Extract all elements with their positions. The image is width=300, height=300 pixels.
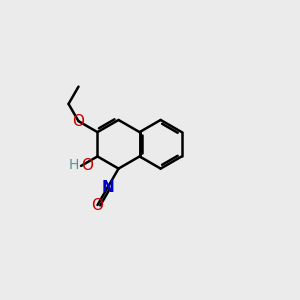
Text: H: H	[68, 158, 79, 172]
Text: O: O	[82, 158, 94, 173]
Text: O: O	[73, 114, 85, 129]
Text: N: N	[101, 180, 114, 195]
Text: O: O	[92, 197, 104, 212]
